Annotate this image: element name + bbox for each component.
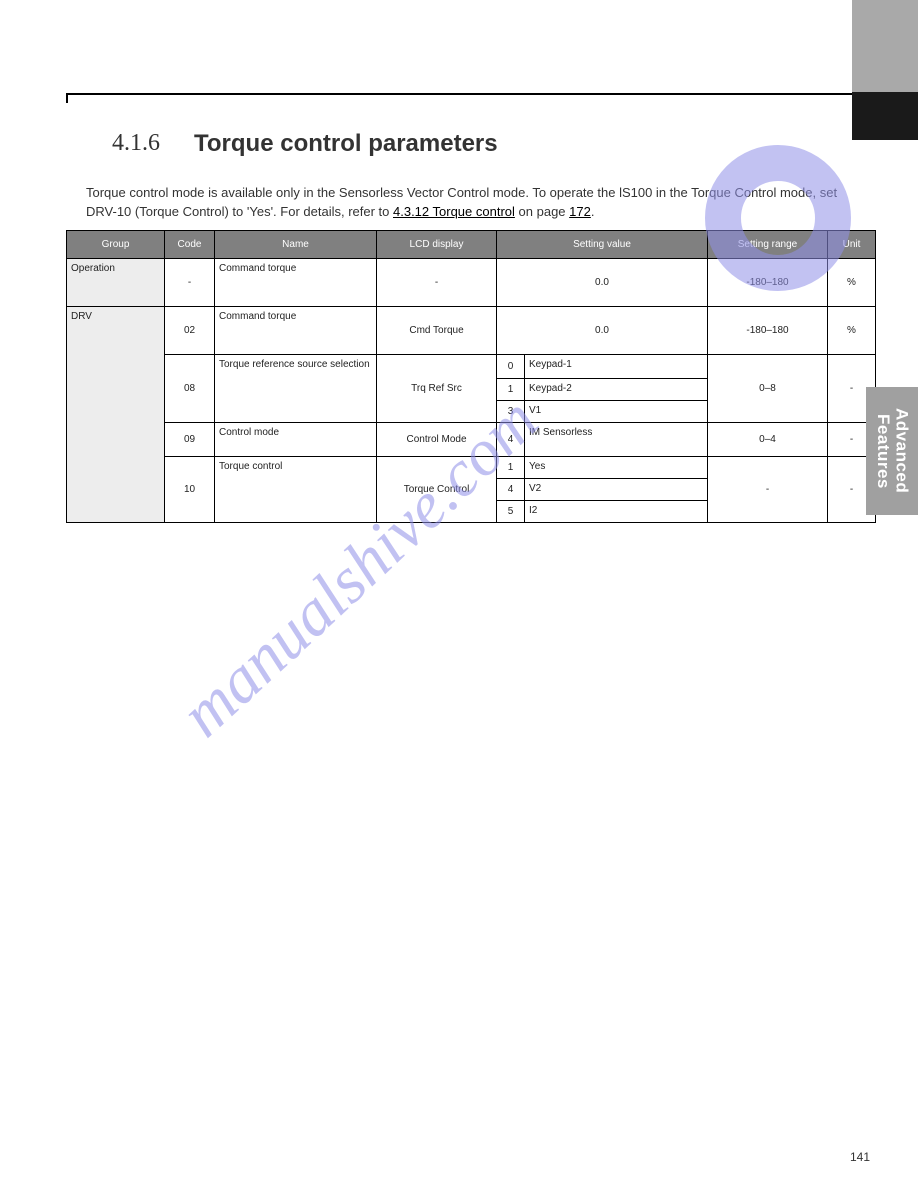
cell-setB: IM Sensorless (525, 423, 708, 457)
header-tick (66, 93, 68, 103)
cell-setB: Keypad-2 (525, 379, 708, 401)
th-lcd: LCD display (377, 231, 497, 259)
cell-name: Command torque (215, 259, 377, 307)
cell-set: 0.0 (497, 307, 708, 355)
cell-setA: 1 (497, 457, 525, 479)
cell-setB: Yes (525, 457, 708, 479)
intro-page-ref[interactable]: 172 (569, 204, 591, 219)
cell-setB: V2 (525, 479, 708, 501)
cell-code: - (165, 259, 215, 307)
table-row: 10 Torque control Torque Control 1 Yes -… (67, 457, 876, 479)
th-range: Setting range (708, 231, 828, 259)
cell-lcd: - (377, 259, 497, 307)
cell-range: 0–8 (708, 355, 828, 423)
cell-range: -180–180 (708, 259, 828, 307)
section-number: 4.1.6 (112, 130, 160, 157)
cell-setA: 4 (497, 423, 525, 457)
cell-range: - (708, 457, 828, 523)
cell-code: 10 (165, 457, 215, 523)
table-row: DRV 02 Command torque Cmd Torque 0.0 -18… (67, 307, 876, 355)
side-tab-line1: Advanced (893, 408, 912, 493)
cell-setA: 5 (497, 501, 525, 523)
cell-setA: 3 (497, 401, 525, 423)
corner-tab-top (852, 0, 918, 92)
section-title: Torque control parameters (194, 130, 498, 158)
cell-code: 09 (165, 423, 215, 457)
side-tab-text: Advanced Features (873, 408, 910, 493)
cell-lcd: Cmd Torque (377, 307, 497, 355)
cell-group: DRV (67, 307, 165, 523)
parameters-table: Group Code Name LCD display Setting valu… (66, 230, 876, 523)
th-name: Name (215, 231, 377, 259)
side-tab-line2: Features (874, 414, 893, 489)
cell-name: Command torque (215, 307, 377, 355)
table-row: 08 Torque reference source selection Trq… (67, 355, 876, 379)
th-unit: Unit (828, 231, 876, 259)
intro-period: . (591, 204, 595, 219)
intro-after: on page (519, 204, 570, 219)
cell-setB: Keypad-1 (525, 355, 708, 379)
corner-tab (852, 0, 918, 140)
page-number: 141 (850, 1150, 870, 1164)
corner-tab-bot (852, 92, 918, 140)
cell-lcd: Control Mode (377, 423, 497, 457)
table-body: Operation - Command torque - 0.0 -180–18… (67, 259, 876, 523)
cell-name: Torque reference source selection (215, 355, 377, 423)
cell-range: 0–4 (708, 423, 828, 457)
intro-paragraph: Torque control mode is available only in… (86, 184, 846, 222)
intro-link[interactable]: 4.3.12 Torque control (393, 204, 515, 219)
table-head: Group Code Name LCD display Setting valu… (67, 231, 876, 259)
cell-unit: % (828, 307, 876, 355)
cell-setA: 0 (497, 355, 525, 379)
cell-group: Operation (67, 259, 165, 307)
cell-name: Torque control (215, 457, 377, 523)
th-group: Group (67, 231, 165, 259)
table-row: Operation - Command torque - 0.0 -180–18… (67, 259, 876, 307)
cell-code: 08 (165, 355, 215, 423)
cell-setB: V1 (525, 401, 708, 423)
cell-code: 02 (165, 307, 215, 355)
cell-setA: 4 (497, 479, 525, 501)
cell-unit: % (828, 259, 876, 307)
cell-lcd: Torque Control (377, 457, 497, 523)
header-rule (66, 93, 852, 95)
cell-range: -180–180 (708, 307, 828, 355)
th-setting: Setting value (497, 231, 708, 259)
page-content: 4.1.6 Torque control parameters Torque c… (66, 0, 876, 1188)
cell-set: 0.0 (497, 259, 708, 307)
cell-lcd: Trq Ref Src (377, 355, 497, 423)
cell-setB: I2 (525, 501, 708, 523)
th-code: Code (165, 231, 215, 259)
side-tab: Advanced Features (866, 387, 918, 515)
table-row: 09 Control mode Control Mode 4 IM Sensor… (67, 423, 876, 457)
cell-setA: 1 (497, 379, 525, 401)
cell-name: Control mode (215, 423, 377, 457)
